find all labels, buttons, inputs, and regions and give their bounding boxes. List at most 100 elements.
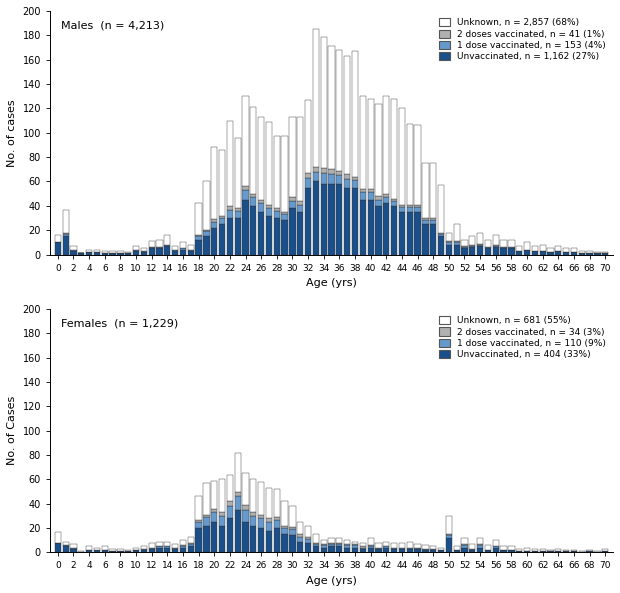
- Bar: [180, 547, 186, 553]
- Bar: [110, 251, 116, 253]
- Bar: [211, 228, 218, 254]
- Bar: [446, 535, 452, 538]
- Bar: [321, 37, 327, 168]
- Bar: [407, 212, 413, 254]
- Bar: [352, 544, 358, 545]
- Bar: [227, 120, 233, 206]
- Bar: [227, 206, 233, 209]
- Bar: [156, 546, 162, 547]
- X-axis label: Age (yrs): Age (yrs): [306, 278, 357, 288]
- Bar: [414, 547, 421, 549]
- Bar: [352, 51, 358, 177]
- Bar: [180, 540, 186, 545]
- Bar: [329, 170, 335, 174]
- Bar: [211, 222, 218, 228]
- Bar: [430, 163, 436, 218]
- Bar: [211, 512, 218, 522]
- Bar: [547, 551, 554, 553]
- Bar: [156, 547, 162, 553]
- Bar: [375, 200, 381, 206]
- Bar: [477, 538, 483, 544]
- Bar: [368, 546, 374, 547]
- Bar: [242, 473, 249, 505]
- Bar: [156, 248, 162, 254]
- Bar: [149, 547, 155, 549]
- Bar: [469, 544, 476, 549]
- Bar: [312, 543, 319, 544]
- Bar: [587, 253, 593, 254]
- Bar: [391, 547, 397, 549]
- Bar: [336, 544, 342, 546]
- Bar: [164, 245, 171, 246]
- Bar: [55, 532, 61, 543]
- Bar: [188, 250, 194, 251]
- Bar: [125, 550, 131, 551]
- Bar: [321, 545, 327, 547]
- Bar: [180, 250, 186, 254]
- Bar: [156, 240, 162, 247]
- Bar: [493, 540, 499, 546]
- Bar: [321, 547, 327, 553]
- Bar: [461, 538, 467, 544]
- Bar: [234, 492, 241, 496]
- Bar: [375, 549, 381, 553]
- Bar: [273, 136, 280, 208]
- Bar: [430, 218, 436, 221]
- Bar: [203, 515, 210, 517]
- Bar: [344, 179, 350, 187]
- Bar: [70, 246, 77, 250]
- Bar: [375, 547, 381, 549]
- Bar: [172, 549, 179, 553]
- Bar: [430, 221, 436, 224]
- Bar: [469, 550, 476, 553]
- Bar: [258, 482, 264, 515]
- Bar: [266, 205, 272, 208]
- Bar: [329, 174, 335, 184]
- Bar: [360, 96, 366, 189]
- Bar: [266, 531, 272, 553]
- Bar: [227, 518, 233, 553]
- Bar: [117, 251, 123, 253]
- Bar: [305, 543, 311, 553]
- Bar: [250, 197, 257, 206]
- Bar: [493, 245, 499, 246]
- Bar: [266, 518, 272, 522]
- Bar: [336, 184, 342, 254]
- Bar: [485, 247, 491, 248]
- Bar: [133, 550, 139, 553]
- Bar: [242, 190, 249, 200]
- Bar: [266, 208, 272, 216]
- Bar: [312, 181, 319, 254]
- Bar: [547, 252, 554, 254]
- Bar: [195, 203, 202, 235]
- Bar: [242, 186, 249, 190]
- Bar: [469, 245, 476, 246]
- Bar: [297, 212, 303, 254]
- Bar: [290, 527, 296, 530]
- Bar: [125, 253, 131, 254]
- Bar: [391, 206, 397, 254]
- Bar: [375, 206, 381, 254]
- Bar: [290, 530, 296, 535]
- Bar: [422, 549, 428, 550]
- Bar: [399, 547, 405, 549]
- Bar: [195, 496, 202, 519]
- Bar: [86, 546, 92, 550]
- Bar: [360, 193, 366, 200]
- Bar: [281, 528, 288, 534]
- Bar: [407, 125, 413, 205]
- Bar: [321, 544, 327, 545]
- Bar: [469, 549, 476, 550]
- Bar: [422, 550, 428, 553]
- Bar: [368, 193, 374, 200]
- Bar: [336, 176, 342, 184]
- Bar: [312, 544, 319, 546]
- Bar: [273, 519, 280, 528]
- Bar: [219, 516, 225, 525]
- Bar: [258, 200, 264, 203]
- Bar: [117, 253, 123, 254]
- Bar: [485, 248, 491, 254]
- Bar: [516, 246, 522, 251]
- Bar: [273, 218, 280, 254]
- Bar: [461, 545, 467, 547]
